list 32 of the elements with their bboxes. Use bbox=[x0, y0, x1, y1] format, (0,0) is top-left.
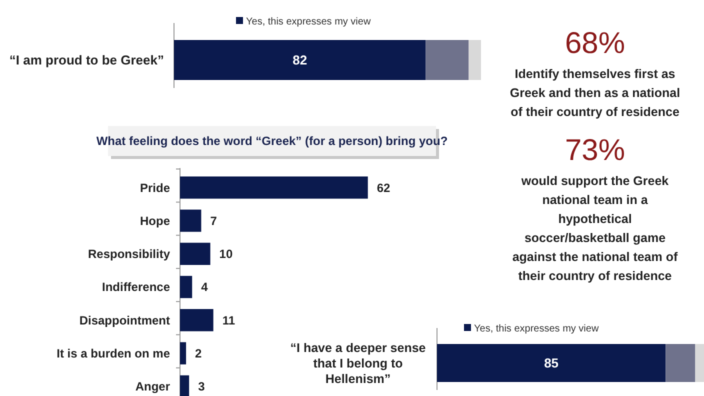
y-tick-label: Anger bbox=[135, 380, 170, 394]
legend-label: Yes, this expresses my view bbox=[246, 16, 372, 28]
data-label: 11 bbox=[222, 313, 236, 328]
bar bbox=[180, 276, 192, 298]
text: Identify themselves first as Greek and then as a national of their country of residence bbox=[510, 67, 680, 119]
y-tick-label: Pride bbox=[140, 180, 170, 195]
legend-label: Yes, this expresses my view bbox=[474, 324, 600, 334]
data-label: 3 bbox=[198, 380, 206, 394]
bar bbox=[180, 210, 202, 232]
bar bbox=[180, 309, 214, 332]
data-label: 62 bbox=[376, 180, 391, 195]
y-tick-label: It is a burden on me bbox=[56, 346, 170, 360]
data-label: 7 bbox=[210, 214, 218, 228]
chart-title: What feeling does the word “Greek” (for a person) bring you? bbox=[96, 134, 448, 148]
text: 73% bbox=[564, 134, 626, 167]
y-tick-label: Disappointment bbox=[79, 313, 170, 328]
text: would support the Greek national team in a hypothetical soccer/basketball game against the national team of their country of residence bbox=[512, 174, 678, 283]
y-tick-label: “I am proud to be Greek” bbox=[9, 52, 164, 68]
data-label: 82 bbox=[292, 52, 308, 68]
bar bbox=[180, 342, 186, 364]
y-tick-label: Indifference bbox=[102, 280, 170, 294]
bar bbox=[180, 242, 210, 265]
bar bbox=[180, 176, 368, 199]
text: 68% bbox=[564, 27, 626, 60]
bar bbox=[180, 375, 190, 396]
data-label: 10 bbox=[219, 247, 233, 262]
y-tick-label: Hope bbox=[140, 214, 170, 228]
y-tick-label: Responsibility bbox=[88, 247, 170, 262]
data-label: 4 bbox=[201, 280, 208, 294]
y-tick-label: “I have a deeper sense that I belong to Hellenism” bbox=[290, 340, 426, 386]
data-label: 85 bbox=[544, 356, 559, 371]
data-label: 2 bbox=[195, 346, 202, 360]
